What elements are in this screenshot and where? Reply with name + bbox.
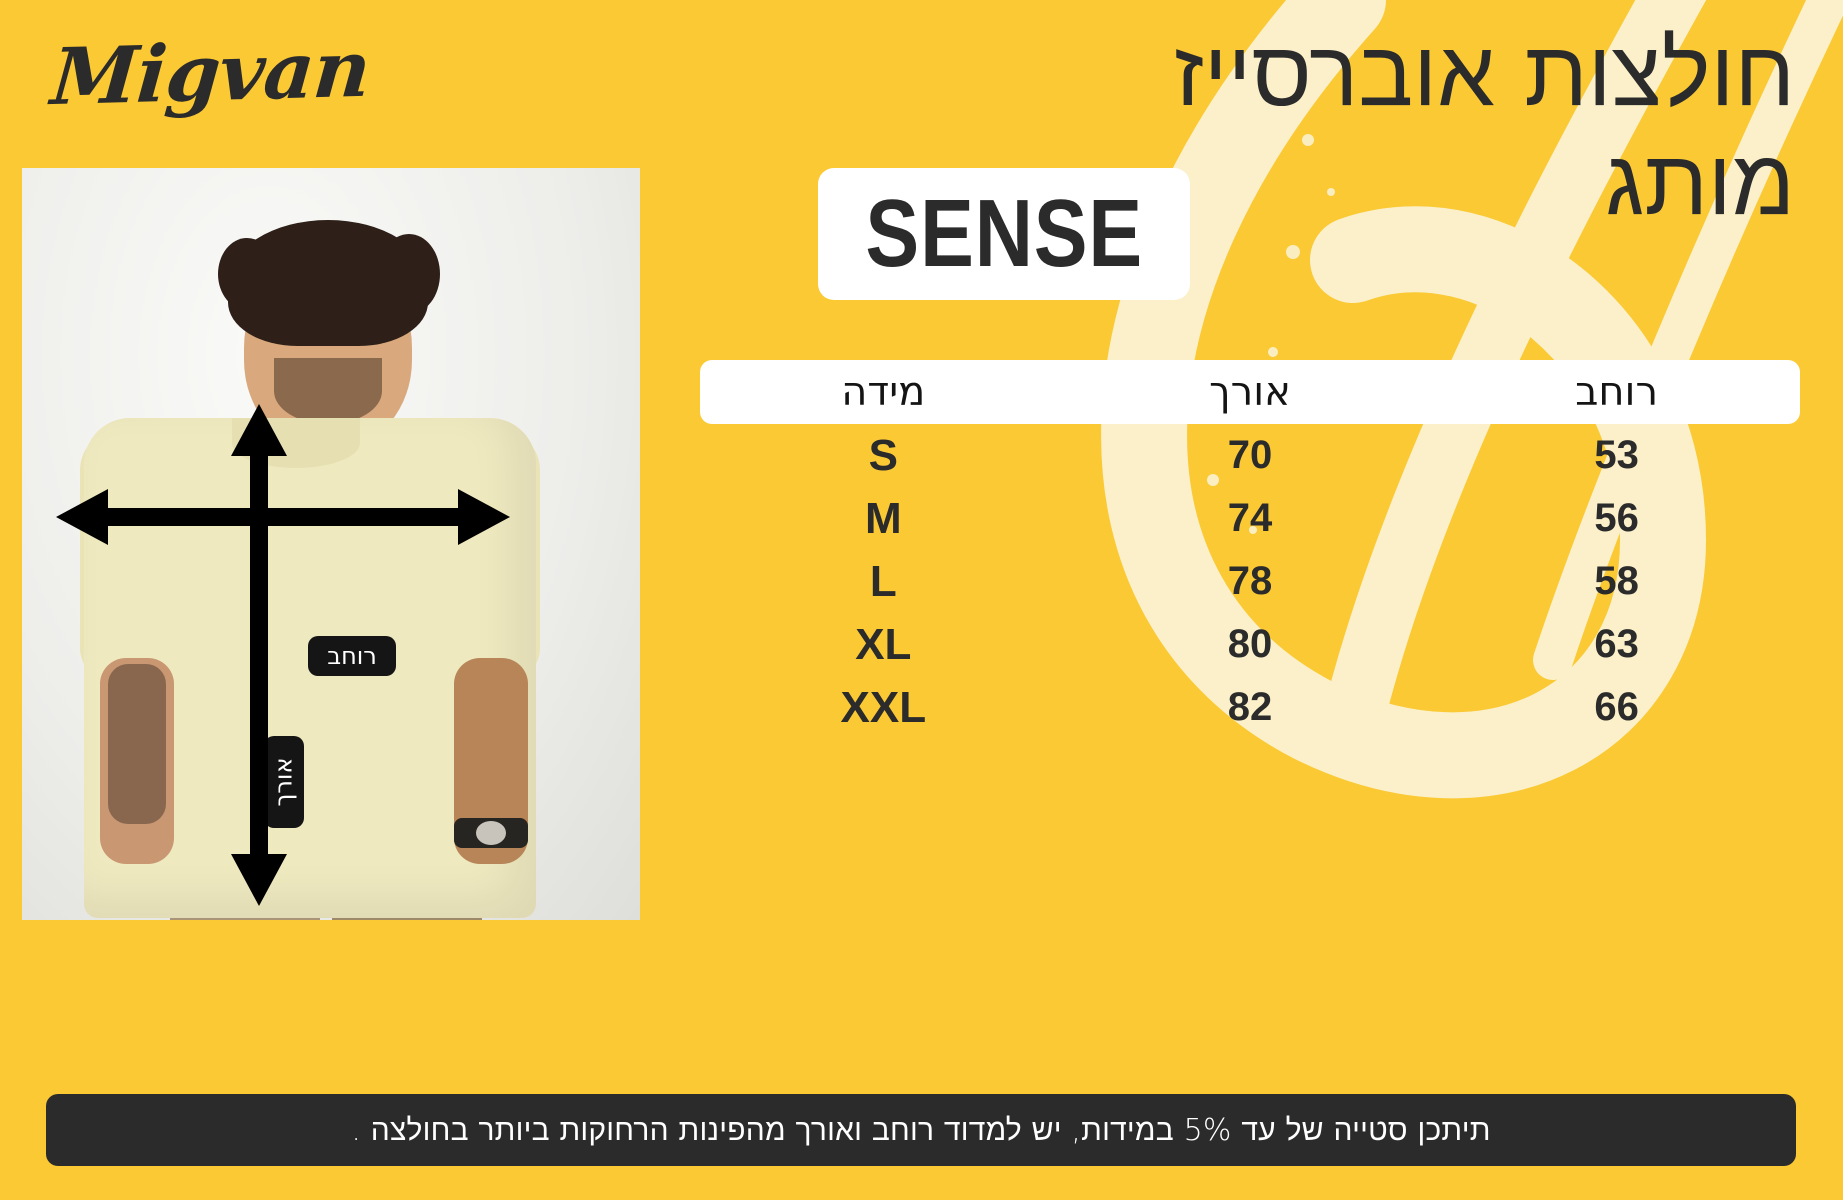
- table-row: 53 70 S: [700, 424, 1800, 487]
- table-row: 58 78 L: [700, 550, 1800, 613]
- cell-size: S: [868, 430, 898, 480]
- width-measure-text: רוחב: [327, 642, 377, 670]
- product-photo: רוחב אורך: [22, 168, 640, 920]
- disclaimer-text: תיתכן סטייה של עד 5% במידות, יש למדוד רו…: [351, 1112, 1491, 1148]
- measurement-overlay: [22, 168, 640, 920]
- cell-length: 74: [1227, 496, 1273, 540]
- cell-length: 70: [1227, 433, 1273, 477]
- brand-badge-label: SENSE: [865, 180, 1143, 287]
- size-table-header: רוחב אורך מידה: [700, 360, 1800, 424]
- table-row: 63 80 XL: [700, 613, 1800, 676]
- size-table: רוחב אורך מידה 53 70 S 56 74 M 58 78 L 6…: [700, 360, 1800, 739]
- cell-size: L: [869, 556, 897, 606]
- cell-length: 78: [1227, 559, 1273, 603]
- table-row: 66 82 XXL: [700, 676, 1800, 739]
- cell-width: 66: [1594, 685, 1639, 729]
- cell-width: 56: [1594, 496, 1639, 540]
- cell-size: XL: [855, 619, 912, 669]
- model-tattoo: [108, 664, 166, 824]
- model-beard: [274, 358, 382, 424]
- cell-size: XXL: [840, 682, 927, 732]
- cell-width: 63: [1594, 622, 1639, 666]
- cell-width: 58: [1594, 559, 1639, 603]
- length-arrow-icon: [231, 404, 287, 906]
- brand-badge: SENSE: [818, 168, 1190, 300]
- width-measure-label: רוחב: [308, 636, 396, 676]
- length-measure-label: אורך: [264, 736, 304, 828]
- column-header-width: רוחב: [1575, 369, 1659, 415]
- column-header-size: מידה: [841, 369, 926, 415]
- cell-length: 80: [1227, 622, 1273, 666]
- headline-line-1: חולצות אוברסייז: [1174, 20, 1795, 127]
- width-arrow-icon: [56, 489, 510, 545]
- brand-logo: Migvan: [48, 23, 374, 124]
- model-arm-left: [100, 658, 174, 864]
- table-row: 56 74 M: [700, 487, 1800, 550]
- disclaimer-bar: תיתכן סטייה של עד 5% במידות, יש למדוד רו…: [46, 1094, 1796, 1166]
- cell-length: 82: [1227, 685, 1273, 729]
- cell-size: M: [864, 493, 902, 543]
- cell-width: 53: [1594, 433, 1639, 477]
- model-hair: [218, 220, 440, 346]
- model-watch: [454, 818, 528, 848]
- column-header-length: אורך: [1209, 369, 1291, 415]
